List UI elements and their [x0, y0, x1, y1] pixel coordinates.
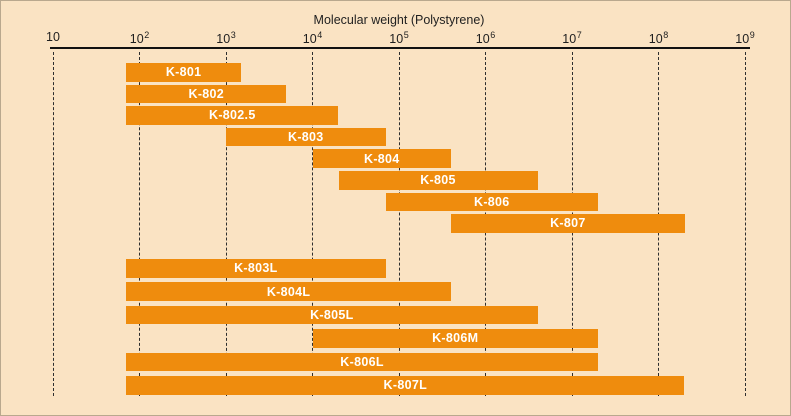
bar-k-804: K-804: [312, 149, 452, 168]
axis-tick-label-10e6: 106: [461, 30, 511, 46]
gridline-10e1: [52, 52, 54, 396]
bar-label: K-806L: [340, 354, 384, 369]
bar-label: K-806M: [432, 331, 479, 346]
gridline-10e5: [398, 52, 400, 396]
bar-label: K-801: [165, 65, 202, 80]
tick-base: 10: [216, 32, 231, 47]
axis-tick-label-10e1: 10: [28, 30, 78, 44]
chart-title: Molecular weight (Polystyrene): [313, 13, 485, 27]
gridline-10e4: [312, 52, 313, 396]
bar-k-804l: K-804L: [126, 282, 452, 301]
tick-exponent: 9: [749, 30, 755, 40]
bar-k-806m: K-806M: [312, 329, 598, 348]
tick-base: 10: [735, 32, 750, 47]
bar-k-802.5: K-802.5: [126, 106, 339, 125]
tick-exponent: 5: [403, 30, 409, 40]
axis-tick-label-10e5: 105: [374, 30, 424, 46]
axis-tick-label-10e8: 108: [634, 30, 684, 46]
gridline-10e9: [744, 52, 746, 396]
bar-k-807l: K-807L: [126, 376, 685, 395]
gridline-10e2: [139, 52, 140, 396]
tick-exponent: 7: [576, 30, 582, 40]
bar-k-802: K-802: [126, 84, 287, 104]
tick-base: 10: [562, 32, 577, 47]
tick-exponent: 4: [317, 30, 323, 40]
bar-label: K-805: [420, 173, 456, 188]
bar-label: K-804: [364, 151, 400, 166]
bar-label: K-803: [288, 130, 324, 145]
x-axis-line: [50, 47, 750, 49]
axis-tick-label-10e4: 104: [288, 30, 338, 46]
tick-base: 10: [46, 30, 60, 44]
axis-tick-label-10e3: 103: [201, 30, 251, 46]
bar-k-803l: K-803L: [126, 259, 386, 278]
bar-label: K-804L: [266, 284, 311, 299]
bar-k-806l: K-806L: [126, 352, 598, 372]
bar-label: K-802.5: [209, 108, 256, 123]
axis-tick-label-10e2: 102: [115, 30, 165, 46]
bar-label: K-807: [550, 216, 586, 231]
bar-k-801: K-801: [126, 63, 242, 82]
axis-tick-label-10e9: 109: [720, 30, 770, 46]
bar-label: K-807L: [383, 378, 428, 393]
bar-label: K-803L: [234, 261, 278, 276]
tick-base: 10: [475, 32, 490, 47]
bar-label: K-805L: [310, 308, 354, 323]
tick-base: 10: [389, 32, 404, 47]
bar-k-803: K-803: [226, 127, 386, 147]
tick-exponent: 2: [144, 30, 150, 40]
tick-exponent: 6: [490, 30, 496, 40]
bar-label: K-802: [188, 86, 225, 101]
axis-tick-label-10e7: 107: [547, 30, 597, 46]
tick-base: 10: [129, 32, 144, 47]
bar-label: K-806: [474, 194, 510, 209]
bar-k-807: K-807: [451, 214, 685, 233]
tick-base: 10: [302, 32, 317, 47]
bar-k-805l: K-805L: [126, 305, 538, 325]
bar-k-806: K-806: [385, 192, 598, 212]
tick-base: 10: [648, 32, 663, 47]
tick-exponent: 8: [663, 30, 669, 40]
tick-exponent: 3: [230, 30, 236, 40]
bar-k-805: K-805: [338, 171, 538, 190]
gridline-10e3: [225, 52, 227, 396]
